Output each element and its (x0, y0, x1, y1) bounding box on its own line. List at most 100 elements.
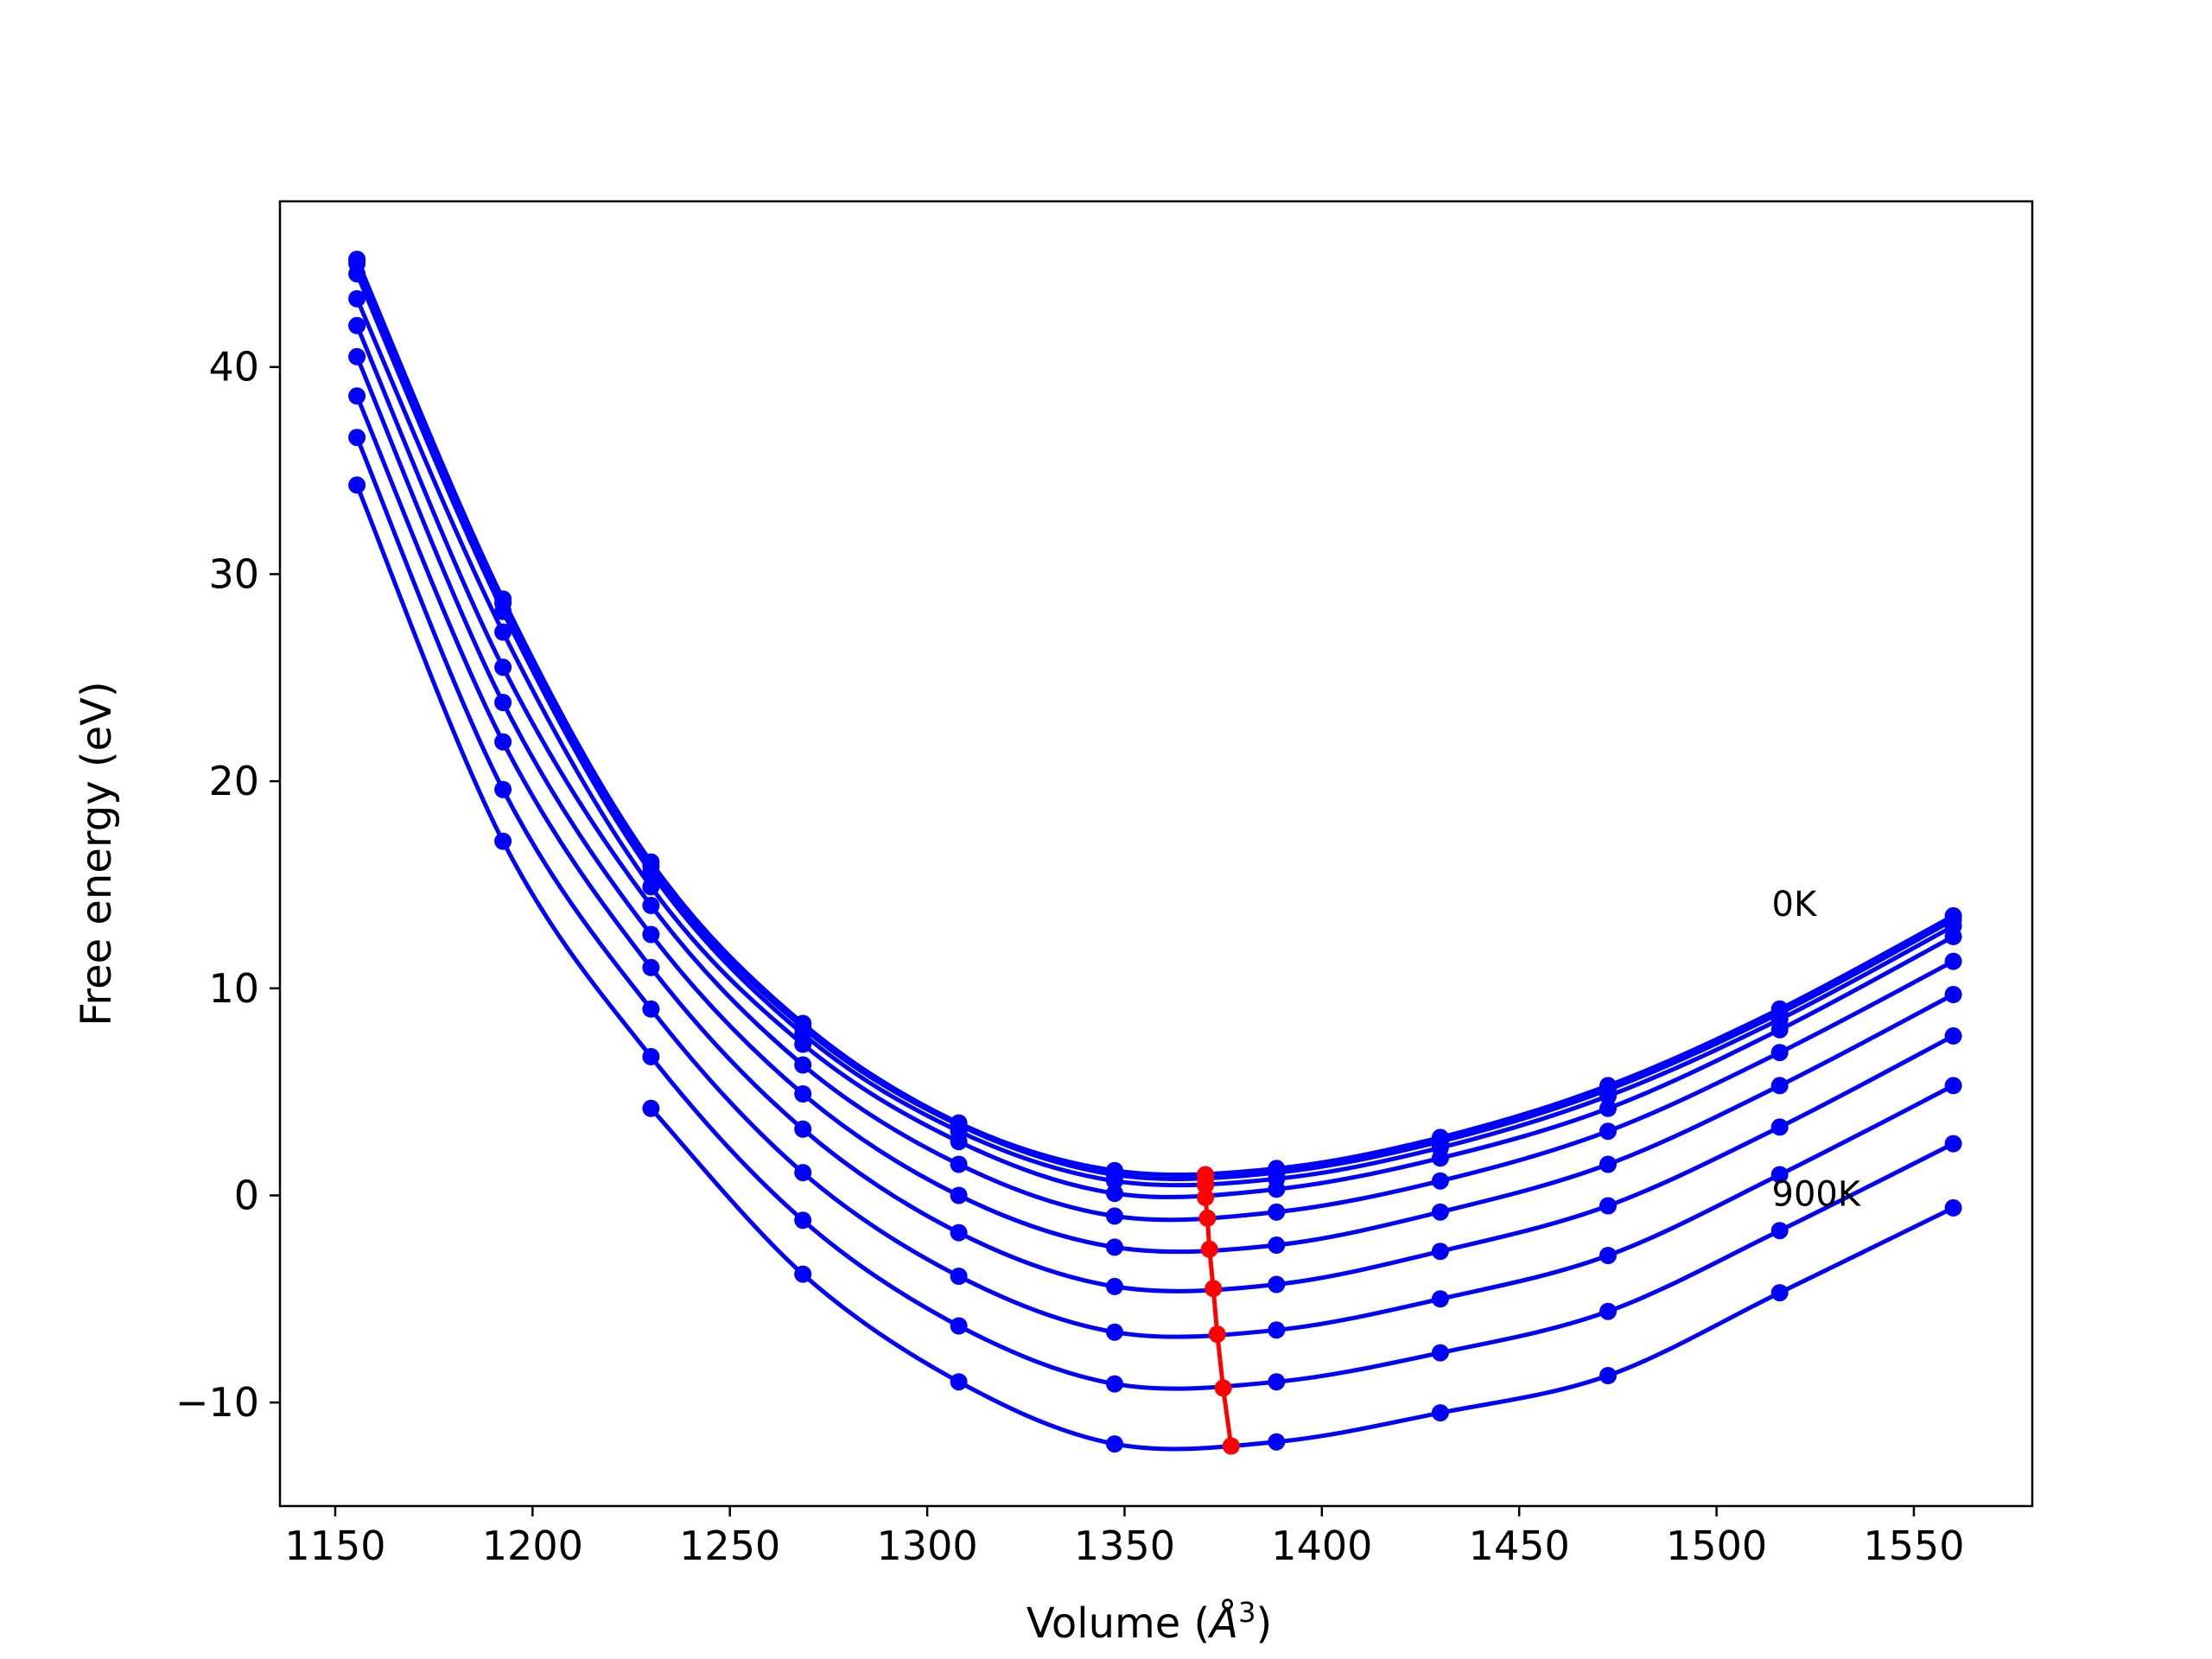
series-5-point-5 (1106, 1238, 1123, 1256)
x-tick-label-2: 1250 (679, 1522, 780, 1569)
series-8-point-1 (494, 832, 512, 850)
minimum-point-7 (1208, 1325, 1226, 1344)
series-7-point-3 (794, 1164, 812, 1182)
series-5-point-10 (1944, 986, 1962, 1003)
series-6-point-10 (1944, 1027, 1962, 1045)
series-4 (348, 316, 1962, 1225)
series-6-point-9 (1770, 1118, 1789, 1136)
series-5-point-3 (794, 1085, 812, 1103)
y-tick-label-1: 0 (234, 1172, 259, 1218)
series-7-point-1 (494, 780, 512, 798)
series-6-point-7 (1431, 1243, 1449, 1261)
series-3-point-6 (1268, 1180, 1286, 1198)
x-tick-label-0: 1150 (284, 1522, 385, 1569)
x-tick-label-6: 1450 (1469, 1522, 1570, 1569)
series-6 (348, 387, 1962, 1295)
x-tick-label-5: 1400 (1271, 1522, 1372, 1569)
series-4-point-9 (1770, 1044, 1789, 1062)
series-7-point-6 (1268, 1321, 1286, 1339)
series-7-point-5 (1106, 1323, 1123, 1341)
series-4-point-10 (1944, 952, 1962, 970)
series-8-point-6 (1268, 1373, 1286, 1391)
series-9-point-10 (1944, 1198, 1962, 1217)
x-axis-label: Volume (Å3) (1027, 1596, 1272, 1648)
series-4-point-1 (494, 658, 512, 677)
series-7-point-7 (1431, 1290, 1449, 1308)
minimum-point-9 (1222, 1437, 1240, 1455)
series-8-point-2 (642, 1047, 660, 1065)
series-3-point-4 (950, 1133, 968, 1151)
series-8-point-5 (1106, 1375, 1123, 1393)
series-8-line (354, 482, 1956, 1391)
series-2-point-8 (1599, 1087, 1617, 1105)
series-3-line (354, 296, 1956, 1199)
y-tick-label-4: 30 (208, 550, 259, 597)
series-7-point-0 (348, 429, 366, 447)
minimum-point-8 (1214, 1379, 1232, 1397)
series-7-point-4 (950, 1268, 968, 1285)
x-tick-label-4: 1350 (1074, 1522, 1175, 1569)
series-3-point-0 (348, 289, 366, 308)
series-3-point-2 (642, 878, 660, 896)
series-6-point-5 (1106, 1277, 1123, 1295)
series-9-point-6 (1268, 1433, 1286, 1451)
series-5-point-8 (1599, 1155, 1617, 1173)
series-4-point-2 (642, 896, 660, 914)
series-9-point-5 (1106, 1435, 1123, 1453)
series-8-point-7 (1431, 1344, 1449, 1362)
series-5-point-1 (494, 694, 512, 711)
series-7-point-2 (642, 1000, 660, 1018)
series-9-point-7 (1431, 1404, 1449, 1422)
series-2-point-2 (642, 863, 660, 881)
series-6-point-3 (794, 1120, 812, 1138)
series-9-point-3 (794, 1265, 812, 1283)
minimum-point-6 (1205, 1280, 1223, 1298)
series-3-point-8 (1599, 1099, 1617, 1117)
series-4-point-4 (950, 1155, 968, 1173)
series-9-point-2 (642, 1099, 660, 1117)
series-8-point-4 (950, 1317, 968, 1335)
minimum-point-2 (1197, 1176, 1215, 1194)
y-tick-label-3: 20 (208, 758, 259, 804)
series-6-point-2 (642, 958, 660, 976)
series-5-point-2 (642, 925, 660, 944)
series-8-point-10 (1944, 1135, 1962, 1153)
series-3-point-9 (1770, 1020, 1789, 1039)
x-tick-label-8: 1550 (1863, 1522, 1964, 1569)
series-5-line (354, 354, 1956, 1255)
series-3 (348, 289, 1962, 1203)
minimum-point-5 (1200, 1240, 1218, 1258)
y-axis-label: Free energy (eV) (73, 681, 121, 1026)
series-9-point-8 (1599, 1367, 1617, 1384)
series-1-line (354, 261, 1956, 1181)
minima-layer (1197, 1166, 1240, 1455)
series-3-point-3 (794, 1035, 812, 1053)
series-5-point-9 (1770, 1077, 1789, 1095)
y-tick-label-5: 40 (208, 344, 259, 391)
minimum-point-3 (1197, 1188, 1215, 1206)
series-7-line (354, 435, 1956, 1339)
series-5 (348, 347, 1962, 1256)
x-tick-label-1: 1200 (482, 1522, 583, 1569)
series-3-point-10 (1944, 927, 1962, 945)
series-8-point-0 (348, 476, 366, 494)
series-2-point-5 (1106, 1172, 1123, 1190)
series-2-point-0 (348, 264, 366, 283)
series-5-point-6 (1268, 1236, 1286, 1254)
series-6-point-4 (950, 1224, 968, 1242)
minimum-point-4 (1198, 1209, 1217, 1227)
series-4-point-3 (794, 1056, 812, 1074)
series-6-line (354, 393, 1956, 1294)
series-5-point-0 (348, 347, 366, 365)
series-6-point-0 (348, 387, 366, 405)
series-4-point-8 (1599, 1122, 1617, 1141)
series-8-point-3 (794, 1211, 812, 1230)
series-8-point-9 (1770, 1222, 1789, 1240)
series-4-line (354, 323, 1956, 1223)
x-tick-label-3: 1300 (877, 1522, 978, 1569)
series-3-point-7 (1431, 1149, 1449, 1167)
series-2-line (354, 271, 1956, 1188)
x-axis-unit: Å (1207, 1599, 1238, 1648)
